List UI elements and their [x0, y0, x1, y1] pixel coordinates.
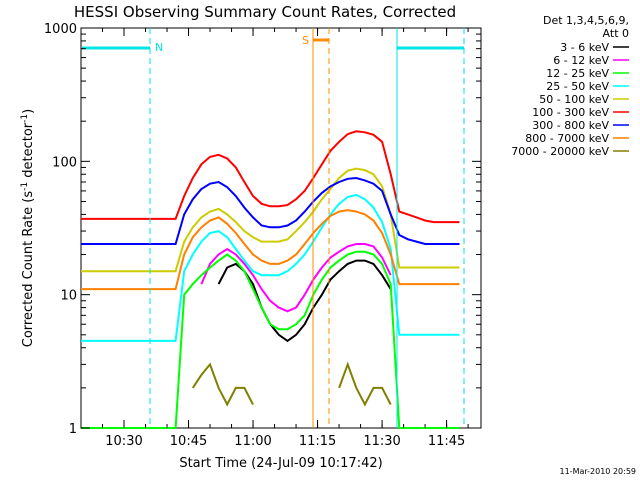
x-axis-label: Start Time (24-Jul-09 10:17:42)	[179, 456, 382, 471]
x-tick-label-0: 10:30	[105, 434, 142, 449]
legend-header-line1: Det 1,3,4,5,6,9,	[543, 14, 629, 27]
y-axis-label-sup2: -1	[20, 114, 30, 123]
legend-label-8: 7000 - 20000 keV	[511, 145, 609, 158]
x-tick-label-3: 11:15	[299, 434, 336, 449]
y-axis-label: Corrected Count Rate (s-1 detector-1)	[20, 109, 36, 347]
legend-header-line2: Att 0	[603, 27, 629, 40]
footer-timestamp: 11-Mar-2010 20:59	[560, 467, 637, 476]
chart-title: HESSI Observing Summary Count Rates, Cor…	[74, 3, 456, 21]
series-line-6	[81, 176, 460, 245]
n-label: N	[155, 41, 163, 54]
x-tick-label-5: 11:45	[428, 434, 465, 449]
series-line-7	[81, 209, 460, 291]
annotation-layer: N S	[82, 28, 465, 428]
y-axis-label-end: )	[21, 109, 36, 114]
x-tick-label-1: 10:45	[170, 434, 207, 449]
y-axis-label-main: Corrected Count Rate (s	[21, 191, 36, 348]
plot-frame	[80, 27, 482, 429]
x-tick-label-2: 11:00	[234, 434, 271, 449]
y-tick-label-0: 1	[69, 422, 77, 437]
legend-label-3: 25 - 50 keV	[546, 80, 609, 93]
legend-label-6: 300 - 800 keV	[532, 119, 609, 132]
y-axis-label-sup1: -1	[20, 182, 30, 191]
legend-label-4: 50 - 100 keV	[539, 93, 609, 106]
axes-layer: 10:30 10:45 11:00 11:15 11:30 11:45 1 10 100 1000	[44, 22, 481, 449]
series-line-2	[81, 250, 460, 429]
x-tick-label-4: 11:30	[363, 434, 400, 449]
legend-label-2: 12 - 25 keV	[546, 67, 609, 80]
legend-label-5: 100 - 300 keV	[532, 106, 609, 119]
series-line-4	[81, 167, 460, 273]
s-label: S	[302, 34, 309, 47]
legend-label-1: 6 - 12 keV	[553, 54, 609, 67]
series-line-1	[200, 243, 392, 313]
y-tick-label-3: 1000	[44, 22, 77, 37]
series-line-3	[81, 193, 460, 342]
legend-label-0: 3 - 6 keV	[560, 41, 609, 54]
series-layer	[81, 130, 460, 429]
y-tick-label-1: 10	[60, 289, 77, 304]
series-line-5	[81, 130, 460, 224]
series-line-8	[191, 361, 392, 407]
legend-label-7: 800 - 7000 keV	[525, 132, 609, 145]
y-tick-label-2: 100	[52, 155, 77, 170]
y-axis-label-mid: detector	[21, 122, 36, 182]
